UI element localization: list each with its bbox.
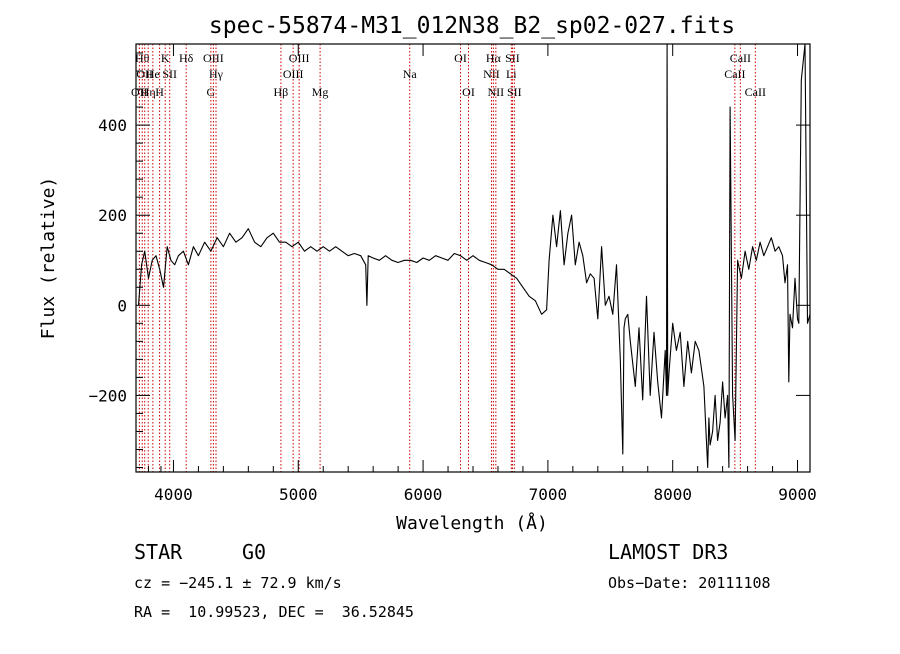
y-tick-label: 400	[98, 116, 127, 135]
y-tick-label: −200	[88, 386, 127, 405]
spectrum-series	[137, 43, 811, 469]
marker-label: Hβ	[274, 85, 289, 99]
marker-label: K	[161, 51, 170, 65]
x-axis-label: Wavelength (Å)	[396, 512, 548, 534]
marker-label: SII	[507, 85, 522, 99]
spectrum-line	[137, 43, 811, 469]
y-axis-ticks: −200 0 200 400	[88, 52, 810, 468]
marker-label: OIII	[203, 51, 224, 65]
x-tick-label: 5000	[279, 485, 318, 504]
y-axis-label: Flux (relative)	[38, 177, 59, 340]
marker-label: SII	[505, 51, 520, 65]
line-markers: OIIHθOIIHηHeHKSIIHδGOIIIHγHβOIIIOIIIMgNa…	[131, 44, 766, 472]
x-tick-label: 8000	[653, 485, 692, 504]
marker-label: He	[146, 67, 160, 81]
y-tick-label: 200	[98, 206, 127, 225]
survey-label: LAMOST DR3	[608, 540, 729, 564]
x-tick-label: 9000	[778, 485, 817, 504]
chart-title: spec-55874-M31_012N38_B2_sp02-027.fits	[209, 13, 735, 39]
marker-label: Li	[506, 67, 517, 81]
marker-label: G	[207, 85, 216, 99]
marker-label: Hθ	[135, 51, 150, 65]
x-tick-label: 6000	[404, 485, 443, 504]
marker-label: CaII	[724, 67, 745, 81]
plot-frame	[135, 43, 811, 473]
marker-label: OIII	[283, 67, 304, 81]
x-axis-ticks: 4000 5000 6000 7000 8000 9000	[147, 44, 817, 504]
marker-label: Hη	[141, 85, 156, 99]
marker-label: Na	[403, 67, 418, 81]
y-tick-label: 0	[117, 296, 127, 315]
marker-label: OI	[454, 51, 467, 65]
marker-label: OII	[131, 85, 148, 99]
marker-label: Hα	[486, 51, 502, 65]
subclass-label: G0	[242, 540, 267, 564]
marker-label: CaII	[745, 85, 766, 99]
marker-label: OII	[136, 67, 153, 81]
redshift-text: cz = −245.1 ± 72.9 km/s	[134, 574, 342, 592]
marker-label: OI	[462, 85, 475, 99]
x-tick-label: 4000	[154, 485, 193, 504]
obs-date-text: Obs−Date: 20111108	[608, 574, 771, 592]
marker-label: SII	[162, 67, 177, 81]
class-label: STAR	[134, 540, 183, 564]
marker-label: NII	[483, 67, 500, 81]
object-class: STAR G0	[134, 540, 266, 564]
marker-label: Hγ	[209, 67, 224, 81]
marker-label: Hδ	[179, 51, 194, 65]
marker-label: CaII	[730, 51, 751, 65]
marker-label: OIII	[289, 51, 310, 65]
marker-label: Mg	[312, 85, 329, 99]
marker-label: NII	[488, 85, 505, 99]
x-tick-label: 7000	[529, 485, 568, 504]
coordinates-text: RA = 10.99523, DEC = 36.52845	[134, 603, 414, 621]
marker-label: H	[155, 85, 164, 99]
